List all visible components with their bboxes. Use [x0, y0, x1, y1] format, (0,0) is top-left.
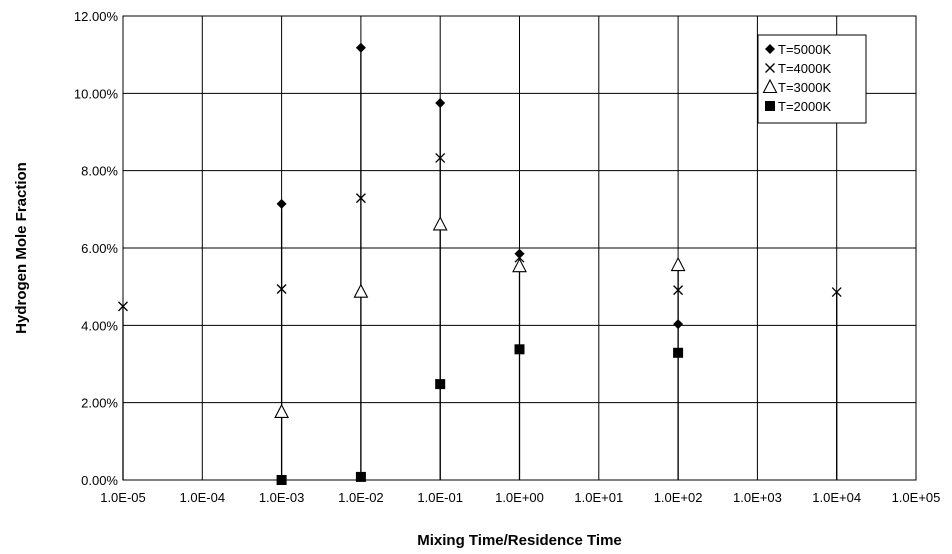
data-point-diamond — [673, 319, 684, 330]
data-point-square — [435, 379, 446, 390]
x-axis-title: Mixing Time/Residence Time — [417, 532, 622, 549]
y-tick-label: 2.00% — [81, 396, 118, 411]
y-tick-label: 10.00% — [74, 86, 119, 101]
data-points — [118, 42, 842, 485]
x-tick-label: 1.0E+01 — [574, 490, 623, 505]
data-point-triangle — [274, 403, 290, 418]
data-point-triangle — [512, 257, 527, 273]
data-point-triangle — [432, 216, 448, 231]
legend-marker-diamond — [765, 44, 775, 54]
x-tick-label: 1.0E-03 — [259, 490, 305, 505]
data-point-square — [276, 475, 287, 485]
data-point-diamond — [276, 198, 287, 209]
data-point-square — [514, 344, 525, 355]
data-point-diamond — [435, 98, 446, 108]
y-axis-tick-labels: 0.00% 2.00% 4.00% 6.00% 8.00% 10.00% 12.00% — [74, 9, 119, 488]
data-point-diamond — [355, 42, 366, 53]
data-point-triangle — [353, 283, 369, 298]
legend-label: T=5000K — [778, 42, 831, 57]
y-axis-title: Hydrogen Mole Fraction — [13, 162, 30, 334]
data-point-diamond — [514, 248, 525, 259]
y-tick-label: 6.00% — [81, 241, 118, 256]
legend-marker-triangle — [762, 78, 778, 94]
data-point-star — [435, 152, 446, 163]
data-point-square — [355, 471, 366, 482]
x-tick-label: 1.0E-04 — [180, 490, 226, 505]
drop-lines — [122, 47, 838, 480]
data-point-triangle — [670, 256, 686, 272]
x-tick-label: 1.0E-01 — [417, 490, 463, 505]
y-tick-label: 8.00% — [81, 164, 118, 179]
y-tick-label: 4.00% — [81, 318, 118, 333]
x-tick-label: 1.0E-05 — [100, 490, 146, 505]
data-point-square — [673, 347, 684, 358]
data-point-star — [673, 285, 684, 296]
x-tick-label: 1.0E+03 — [733, 490, 782, 505]
legend-marker-square — [765, 101, 775, 111]
data-point-star — [276, 284, 287, 294]
data-point-star — [514, 252, 525, 263]
data-point-star — [355, 193, 366, 204]
legend-marker-star — [765, 63, 775, 73]
legend-label: T=3000K — [778, 80, 831, 95]
y-tick-label: 12.00% — [74, 9, 119, 24]
x-tick-label: 1.0E-02 — [338, 490, 384, 505]
x-tick-label: 1.0E+00 — [495, 490, 544, 505]
data-point-star — [831, 287, 842, 298]
legend-label: T=4000K — [778, 61, 831, 76]
x-tick-label: 1.0E+04 — [812, 490, 861, 505]
legend: T=5000K T=4000K T=3000K T=2000K — [757, 34, 867, 124]
x-tick-label: 1.0E+02 — [654, 490, 703, 505]
legend-label: T=2000K — [778, 99, 831, 114]
data-point-star — [118, 301, 128, 312]
x-tick-label: 1.0E+05 — [892, 490, 941, 505]
legend-box — [757, 34, 867, 124]
x-axis-tick-labels: 1.0E-05 1.0E-04 1.0E-03 1.0E-02 1.0E-01 1.0E+… — [100, 490, 940, 505]
y-tick-label: 0.00% — [81, 473, 118, 488]
